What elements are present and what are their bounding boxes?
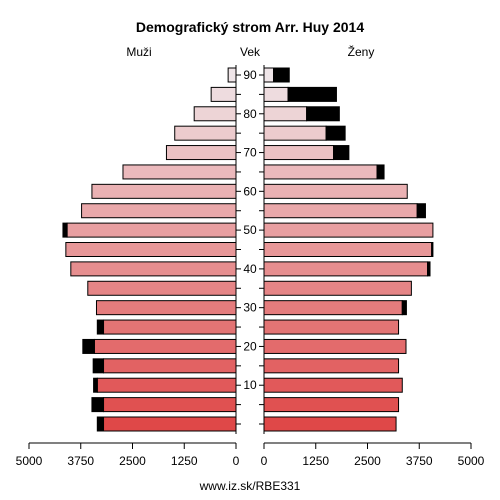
age-label: Vek [240, 45, 261, 59]
female-bar [263, 67, 275, 83]
female-bar [263, 300, 403, 316]
female-x-tick-label: 3750 [406, 454, 433, 468]
male-bar [174, 125, 237, 141]
age-tick-label: 60 [243, 184, 257, 198]
female-bar [263, 242, 433, 257]
males-label: Muži [126, 45, 151, 59]
female-bar [263, 183, 408, 199]
female-excess-bar [431, 242, 434, 257]
male-x-tick-label: 0 [233, 454, 240, 468]
females-label: Ženy [348, 44, 375, 59]
female-bar [263, 125, 327, 141]
male-bar [91, 183, 237, 199]
female-x-tick-label: 5000 [458, 454, 485, 468]
female-excess-bar [273, 67, 290, 83]
female-bar [263, 222, 434, 238]
female-bar [263, 338, 407, 354]
female-bar [263, 280, 412, 296]
female-excess-bar [287, 86, 337, 102]
female-bar [263, 106, 308, 122]
male-bar [70, 261, 237, 277]
age-tick-label: 10 [243, 378, 257, 392]
female-bar [263, 261, 429, 277]
male-x-tick-label: 3750 [67, 454, 94, 468]
male-bar [122, 164, 237, 180]
chart-title: Demografický strom Arr. Huy 2014 [136, 19, 364, 35]
male-bar [165, 145, 237, 161]
age-tick-label: 70 [243, 146, 257, 160]
age-tick-label: 40 [243, 262, 257, 276]
male-bar [103, 397, 237, 413]
male-bar [96, 377, 237, 393]
male-excess-bar [96, 319, 105, 335]
female-excess-bar [376, 164, 385, 180]
male-bar [210, 86, 237, 102]
male-excess-bar [91, 397, 105, 413]
female-bar [263, 377, 403, 393]
age-tick-label: 80 [243, 107, 257, 121]
male-bar [227, 67, 237, 83]
male-x-tick-label: 2500 [119, 454, 146, 468]
female-x-tick-label: 1250 [302, 454, 329, 468]
male-bar [81, 203, 237, 219]
male-bar [193, 106, 237, 122]
female-x-tick-label: 2500 [354, 454, 381, 468]
male-bar [66, 222, 237, 238]
male-x-tick-label: 1250 [171, 454, 198, 468]
footer-url: www.iz.sk/RBE331 [199, 479, 301, 493]
female-bar [263, 416, 397, 432]
female-bar [263, 145, 335, 161]
female-bar [263, 164, 378, 180]
age-tick-label: 20 [243, 339, 257, 353]
female-bar [263, 358, 400, 374]
male-excess-bar [62, 222, 68, 238]
female-excess-bar [325, 125, 346, 141]
male-excess-bar [92, 358, 105, 374]
male-bar [95, 300, 237, 316]
female-excess-bar [306, 106, 340, 122]
male-excess-bar [96, 416, 105, 432]
female-excess-bar [401, 300, 407, 316]
male-bar [93, 338, 237, 354]
age-tick-label: 30 [243, 301, 257, 315]
female-excess-bar [427, 261, 431, 277]
female-x-tick-label: 0 [261, 454, 268, 468]
bars-group [62, 67, 434, 432]
female-bar [263, 203, 418, 219]
male-x-tick-label: 5000 [16, 454, 43, 468]
male-bar [103, 319, 237, 335]
female-bar [263, 86, 289, 102]
male-bar [87, 280, 237, 296]
male-bar [103, 416, 237, 432]
age-tick-label: 90 [243, 68, 257, 82]
female-excess-bar [416, 203, 426, 219]
axes-group: 10 20 30 40 50 60 70 80 90 5000 3750 2500 1250 0 0 1250… [16, 65, 485, 468]
female-bar [263, 319, 400, 335]
male-bar [65, 242, 237, 257]
male-bar [103, 358, 237, 374]
male-excess-bar [93, 377, 98, 393]
male-excess-bar [82, 338, 95, 354]
female-bar [263, 397, 400, 413]
female-excess-bar [333, 145, 350, 161]
age-tick-label: 50 [243, 223, 257, 237]
